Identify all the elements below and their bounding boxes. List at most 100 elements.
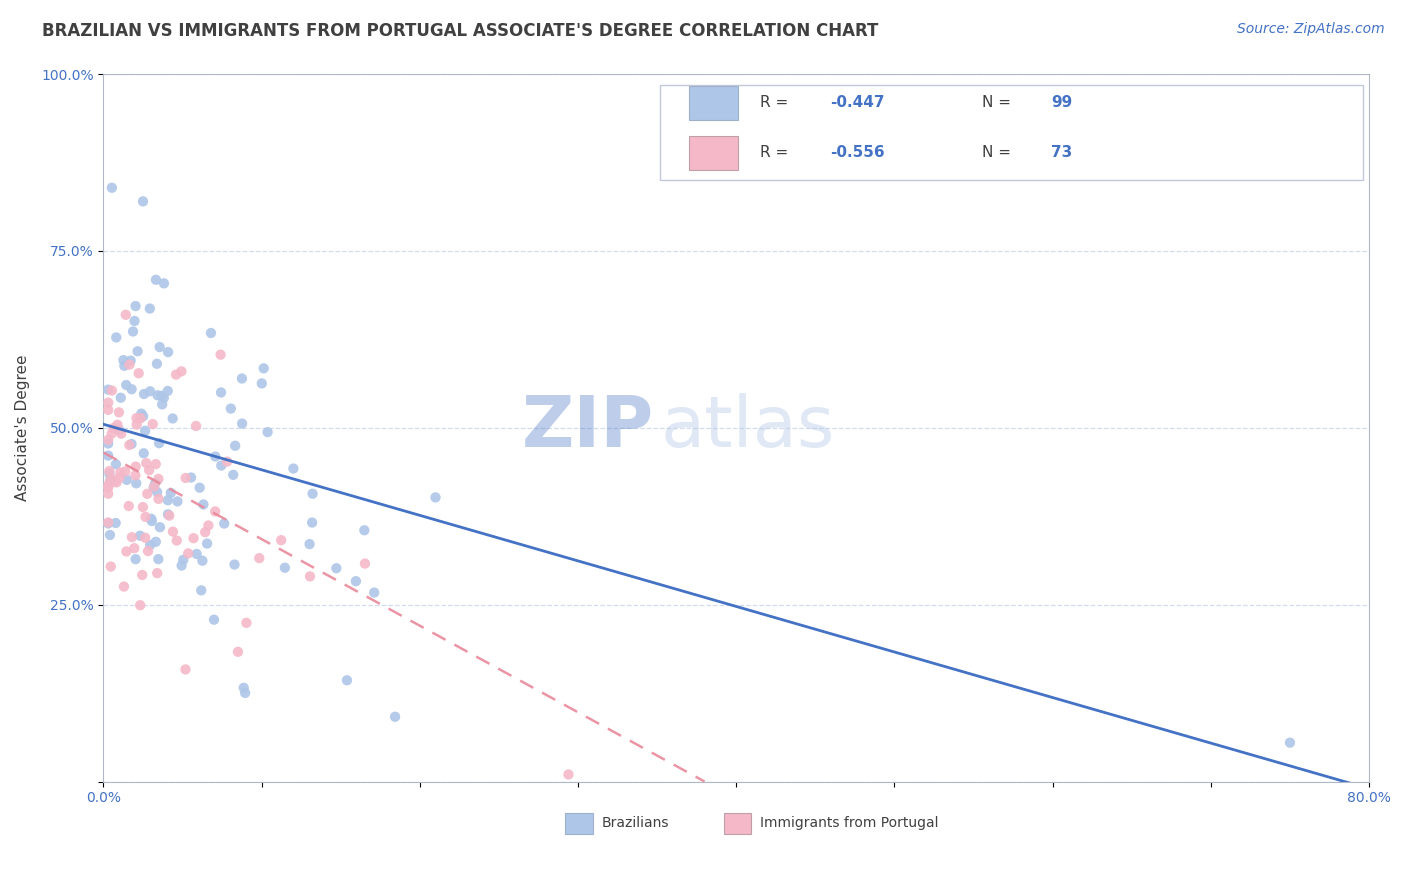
Point <box>184 419 207 434</box>
Point <box>110 426 132 441</box>
Point <box>129 411 152 425</box>
Point <box>115 378 138 392</box>
Point <box>202 613 225 627</box>
Text: R =: R = <box>761 95 793 111</box>
Text: 73: 73 <box>1052 145 1073 160</box>
Point <box>107 417 129 432</box>
Text: Immigrants from Portugal: Immigrants from Portugal <box>761 816 939 830</box>
Point <box>336 673 359 688</box>
Point <box>146 357 169 371</box>
Point <box>150 397 173 411</box>
Bar <box>724 813 751 834</box>
Point <box>150 389 173 403</box>
Text: ZIP: ZIP <box>522 393 654 462</box>
Point <box>139 538 162 552</box>
Point <box>270 533 292 548</box>
Point <box>145 457 167 471</box>
Point <box>131 407 153 421</box>
Point <box>132 446 155 460</box>
Point <box>108 471 131 485</box>
Point <box>105 475 128 490</box>
Point <box>115 544 138 558</box>
Point <box>209 348 232 362</box>
Point <box>224 439 246 453</box>
Point <box>124 314 146 328</box>
Point <box>97 516 120 530</box>
Point <box>188 481 211 495</box>
Text: N =: N = <box>981 145 1015 160</box>
Point <box>131 568 153 582</box>
Text: Brazilians: Brazilians <box>602 816 669 830</box>
Point <box>224 558 246 572</box>
Point <box>142 417 165 431</box>
Point <box>212 516 235 531</box>
Point <box>344 574 367 589</box>
Point <box>121 530 143 544</box>
Point <box>136 544 159 558</box>
Point <box>135 456 157 470</box>
Point <box>118 438 141 452</box>
Point <box>98 528 121 542</box>
Point <box>149 520 172 534</box>
Point <box>148 491 170 506</box>
Point <box>174 662 197 676</box>
Point <box>105 330 128 344</box>
Point <box>146 485 169 500</box>
Point <box>134 424 156 438</box>
Point <box>134 509 156 524</box>
Point <box>110 466 132 480</box>
Point <box>104 457 127 471</box>
Point <box>145 273 167 287</box>
Point <box>103 475 125 489</box>
Point <box>108 405 131 419</box>
Point <box>235 615 257 630</box>
Point <box>114 465 136 479</box>
Point <box>129 598 152 612</box>
Point <box>204 504 226 518</box>
Point <box>194 525 217 540</box>
Point <box>149 340 172 354</box>
Point <box>298 569 321 583</box>
Point <box>108 423 131 437</box>
Point <box>191 554 214 568</box>
Point <box>112 580 135 594</box>
Bar <box>689 86 738 120</box>
Point <box>222 467 245 482</box>
Point <box>98 464 121 478</box>
Point <box>97 433 120 447</box>
Point <box>197 518 219 533</box>
Point <box>250 376 273 391</box>
Point <box>97 383 120 397</box>
Point <box>104 516 127 530</box>
Point <box>157 345 180 359</box>
Text: Source: ZipAtlas.com: Source: ZipAtlas.com <box>1237 22 1385 37</box>
Point <box>125 417 148 432</box>
Point <box>233 686 256 700</box>
Y-axis label: Associate's Degree: Associate's Degree <box>15 354 30 501</box>
Point <box>101 180 124 194</box>
Text: R =: R = <box>761 145 793 160</box>
Point <box>121 437 143 451</box>
Point <box>301 516 323 530</box>
Point <box>148 436 170 450</box>
Point <box>132 409 155 424</box>
Point <box>180 470 202 484</box>
Point <box>172 553 194 567</box>
Point <box>159 486 181 500</box>
Point <box>363 585 385 599</box>
Point <box>124 552 146 566</box>
Bar <box>689 136 738 169</box>
Point <box>122 541 145 556</box>
Point <box>132 387 155 401</box>
Point <box>156 384 179 398</box>
Point <box>97 449 120 463</box>
Point <box>118 499 141 513</box>
Point <box>134 531 156 545</box>
Point <box>384 710 406 724</box>
Point <box>125 411 148 425</box>
Point <box>136 487 159 501</box>
Point <box>114 308 136 322</box>
Point <box>98 476 121 491</box>
Point <box>101 384 124 398</box>
Point <box>226 645 249 659</box>
